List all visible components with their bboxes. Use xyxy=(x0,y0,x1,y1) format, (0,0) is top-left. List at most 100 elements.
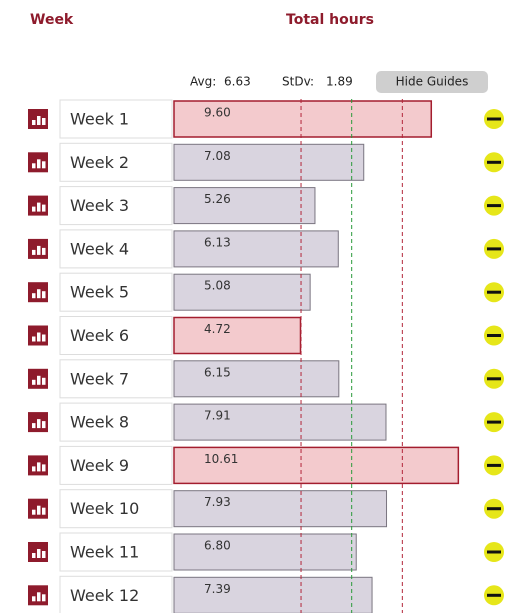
chart-icon-bar xyxy=(37,505,41,515)
chart-icon-bar xyxy=(42,247,46,255)
stdv-label: StDv: xyxy=(282,75,314,89)
chart-icon-bar xyxy=(42,291,46,299)
chart-icon-bar xyxy=(32,423,36,429)
bar-value: 7.08 xyxy=(204,149,231,163)
chart-icon-bar xyxy=(42,421,46,429)
week-label: Week 12 xyxy=(70,586,139,605)
hide-guides-button[interactable] xyxy=(376,71,488,93)
bar xyxy=(173,230,339,268)
chart-icon-bar xyxy=(37,289,41,299)
bar-value: 4.72 xyxy=(204,322,231,336)
bar xyxy=(173,273,311,311)
week-box xyxy=(59,359,173,399)
chart-icon-bar xyxy=(37,419,41,429)
chart-icon-bar xyxy=(37,116,41,125)
chart-icon-bar xyxy=(32,466,36,472)
week-label: Week 9 xyxy=(70,456,129,475)
bar xyxy=(173,360,340,398)
chart-icon-bar xyxy=(37,549,41,558)
chart-icon-bar xyxy=(42,594,46,602)
remove-minus[interactable] xyxy=(487,463,501,467)
chart-icon-bar xyxy=(42,161,46,169)
bar-value: 10.61 xyxy=(204,452,238,466)
remove-minus[interactable] xyxy=(487,290,501,294)
chart-icon-bar xyxy=(42,204,46,212)
chart-icon-bar xyxy=(37,332,41,342)
week-label: Week 10 xyxy=(70,499,139,518)
remove-minus[interactable] xyxy=(487,204,501,208)
week-label: Week 3 xyxy=(70,196,129,215)
chart-icon-bar xyxy=(37,202,41,212)
week-label: Week 2 xyxy=(70,153,129,172)
remove-minus[interactable] xyxy=(487,334,501,337)
chart-icon-bar xyxy=(42,464,46,472)
chart-icon-bar xyxy=(32,293,36,299)
avg-label: Avg: xyxy=(190,75,216,89)
week-label: Week 7 xyxy=(70,369,129,388)
chart-icon-bar xyxy=(32,249,36,255)
chart-icon-bar xyxy=(42,507,46,515)
bar xyxy=(173,403,387,441)
chart-icon-bar xyxy=(32,163,36,169)
week-label: Week 4 xyxy=(70,239,129,258)
bar-value: 5.26 xyxy=(204,192,231,206)
week-box xyxy=(59,489,173,529)
week-header: Week xyxy=(30,12,74,28)
total-header: Total hours xyxy=(286,12,374,28)
week-box xyxy=(59,272,173,312)
week-label: Week 8 xyxy=(70,413,129,432)
chart-icon-bar xyxy=(37,375,41,385)
bar-value: 6.80 xyxy=(204,539,231,553)
bar-value: 6.15 xyxy=(204,365,231,379)
week-box xyxy=(59,142,173,182)
bar xyxy=(173,576,373,613)
remove-minus[interactable] xyxy=(487,247,501,251)
bar-value: 7.91 xyxy=(204,409,231,423)
chart-icon-bar xyxy=(32,553,36,558)
chart-icon-bar xyxy=(37,592,41,602)
remove-minus[interactable] xyxy=(487,593,501,597)
week-label: Week 5 xyxy=(70,283,129,302)
week-box xyxy=(59,575,173,613)
bar-value: 7.93 xyxy=(204,495,231,509)
chart-icon-bar xyxy=(37,159,41,169)
bar xyxy=(173,187,316,225)
chart-icon-bar xyxy=(37,245,41,255)
chart-icon-bar xyxy=(32,120,36,125)
remove-minus[interactable] xyxy=(487,507,501,511)
bar xyxy=(173,100,433,138)
bar-value: 5.08 xyxy=(204,279,231,293)
week-box xyxy=(59,532,173,572)
week-box xyxy=(59,316,173,355)
chart-icon-bar xyxy=(42,377,46,385)
bar xyxy=(173,143,365,181)
remove-minus[interactable] xyxy=(487,550,501,554)
week-label: Week 6 xyxy=(70,326,129,345)
chart-icon-bar xyxy=(42,334,46,342)
bar xyxy=(173,533,357,571)
chart-icon-bar xyxy=(42,551,46,558)
avg-value: 6.63 xyxy=(224,75,251,89)
chart-icon-bar xyxy=(32,379,36,385)
chart-icon-bar xyxy=(32,596,36,602)
chart-icon-bar xyxy=(32,509,36,515)
bar-value: 7.39 xyxy=(204,582,231,596)
remove-minus[interactable] xyxy=(487,377,501,381)
chart-icon-bar xyxy=(37,462,41,472)
bar-value: 6.13 xyxy=(204,235,231,249)
chart-icon-bar xyxy=(32,336,36,342)
remove-minus[interactable] xyxy=(487,420,501,424)
week-box xyxy=(59,186,173,226)
week-label: Week 1 xyxy=(70,110,129,129)
remove-minus[interactable] xyxy=(487,160,501,164)
week-box xyxy=(59,229,173,269)
week-box xyxy=(59,445,173,485)
chart-icon-bar xyxy=(42,118,46,125)
remove-minus[interactable] xyxy=(487,117,501,121)
week-box xyxy=(59,402,173,442)
stdv-value: 1.89 xyxy=(326,75,353,89)
bar xyxy=(173,490,388,528)
bar-value: 9.60 xyxy=(204,106,231,120)
hide-guides-text[interactable]: Hide Guides xyxy=(396,75,469,89)
